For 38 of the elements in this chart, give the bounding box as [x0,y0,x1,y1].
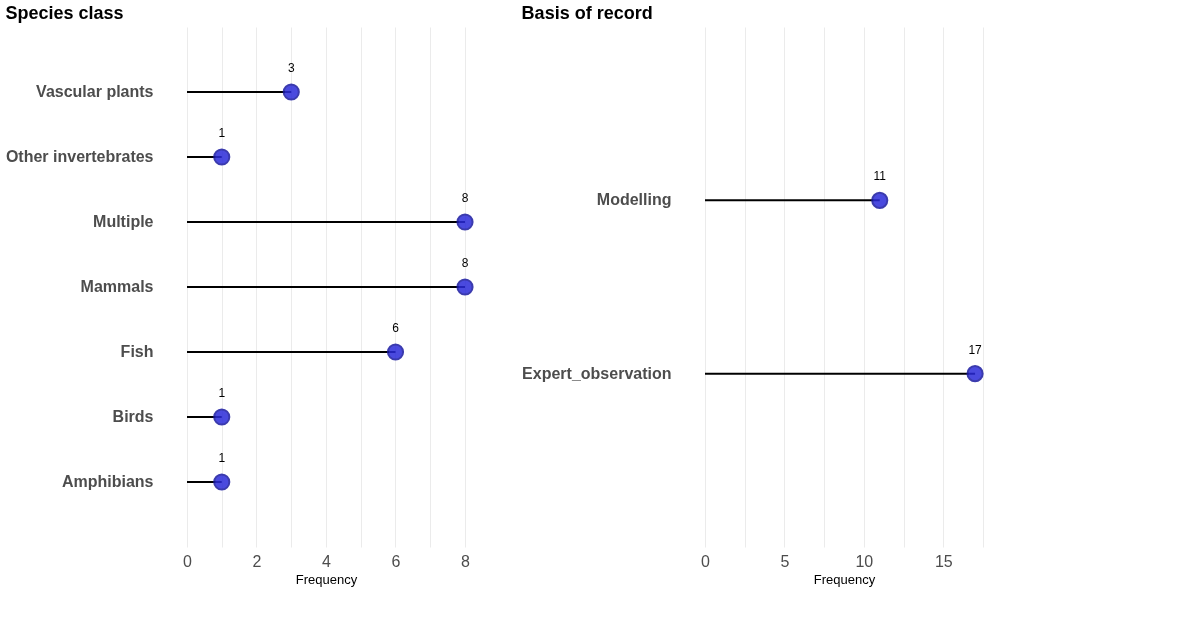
data-label: 17 [968,342,983,357]
point [456,278,474,296]
x-tick-label: 5 [780,552,790,570]
chart-title: Basis of record [521,3,653,23]
point [213,473,231,491]
x-axis-title: Frequency [295,571,358,587]
data-label: 11 [873,169,887,184]
y-tick-label: Other invertebrates [5,148,154,165]
data-label: 8 [461,191,469,205]
x-tick-label: 8 [461,552,471,570]
y-tick-label: Mammals [80,278,154,295]
y-tick-label: Amphibians [61,473,154,490]
y-tick-label: Multiple [93,213,154,230]
x-tick-label: 15 [934,552,953,570]
data-label: 1 [218,126,226,140]
point [456,213,474,231]
point [213,408,231,426]
data-label: 6 [392,321,400,335]
y-tick-label: Modelling [596,191,672,209]
x-tick-label: 0 [701,552,711,570]
point [213,148,231,166]
point [282,83,300,101]
data-label: 8 [461,256,469,270]
x-tick-label: 2 [252,552,262,570]
data-label: 1 [218,386,226,400]
y-tick-label: Fish [120,343,154,360]
x-tick-label: 10 [855,552,874,570]
y-tick-label: Vascular plants [36,83,154,100]
x-axis-title: Frequency [813,571,876,587]
point [386,343,405,361]
chart-title: Species class [5,3,124,23]
x-tick-label: 4 [322,552,332,570]
x-tick-label: 6 [391,552,401,570]
x-tick-label: 0 [183,552,193,570]
data-label: 1 [218,451,226,465]
data-label: 3 [287,61,295,75]
y-tick-label: Birds [112,408,154,425]
y-tick-label: Expert_observation [522,364,672,382]
